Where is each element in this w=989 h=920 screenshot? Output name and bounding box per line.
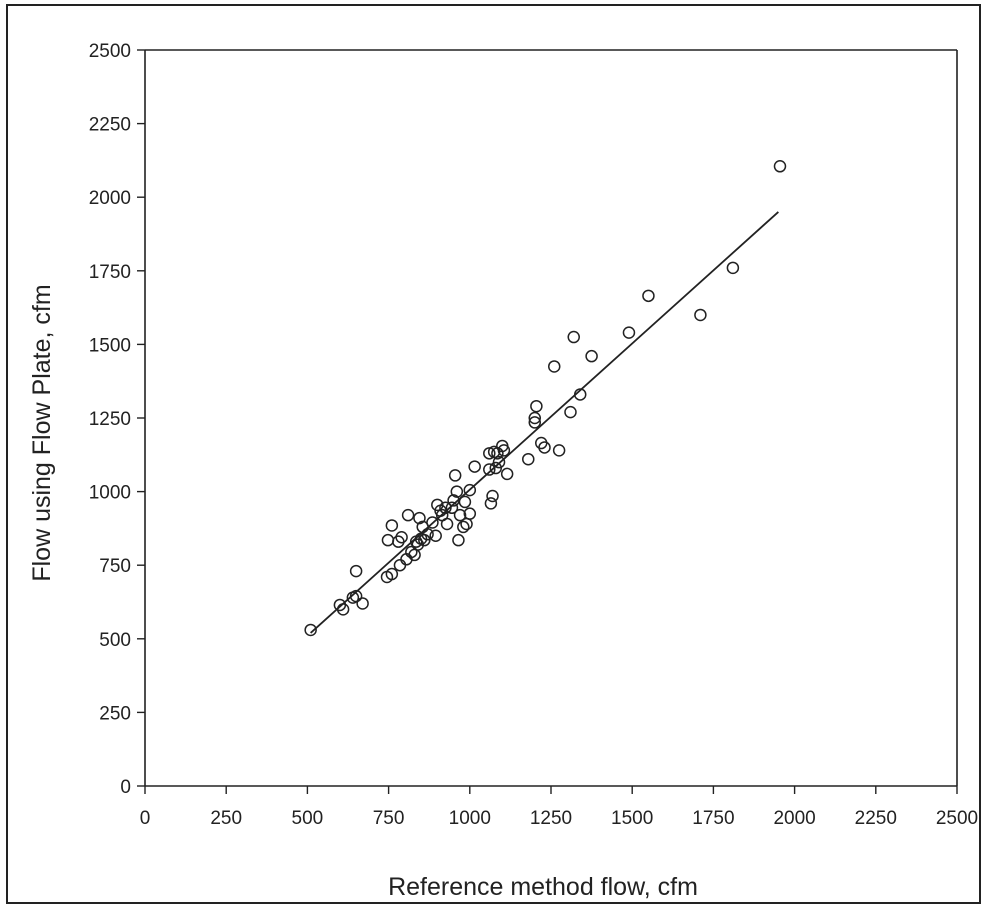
data-point bbox=[528, 416, 542, 429]
data-point bbox=[564, 405, 577, 419]
x-tick-label: 0 bbox=[140, 808, 151, 829]
data-point bbox=[336, 603, 350, 616]
data-point bbox=[530, 399, 543, 413]
x-tick-label: 1250 bbox=[530, 808, 572, 829]
x-tick-label: 2000 bbox=[773, 808, 815, 829]
data-point bbox=[585, 349, 598, 363]
data-point bbox=[356, 597, 369, 610]
y-tick-label: 0 bbox=[120, 777, 131, 798]
x-tick-label: 1500 bbox=[611, 808, 653, 829]
x-tick-label: 500 bbox=[292, 808, 324, 829]
x-tick-label: 2250 bbox=[855, 808, 897, 829]
plot-area bbox=[145, 50, 957, 786]
fit-layer bbox=[310, 211, 779, 634]
data-point bbox=[567, 330, 580, 344]
data-point bbox=[385, 567, 399, 581]
data-point bbox=[349, 564, 363, 578]
data-point bbox=[411, 538, 425, 551]
data-point bbox=[497, 444, 511, 457]
data-point bbox=[642, 289, 655, 303]
y-axis-title: Flow using Flow Plate, cfm bbox=[28, 284, 56, 581]
data-point bbox=[421, 528, 434, 541]
y-tick-label: 1750 bbox=[89, 262, 131, 283]
axes: 0 250 500 750 1000 1250 1500 1750 2000 2250 2500 0 2… bbox=[89, 41, 978, 829]
y-tick-label: 1000 bbox=[89, 483, 131, 504]
data-point bbox=[483, 463, 496, 476]
data-point bbox=[418, 533, 431, 547]
data-point bbox=[547, 360, 561, 373]
y-tick-label: 500 bbox=[99, 630, 131, 651]
data-point bbox=[413, 511, 426, 525]
y-tick-label: 250 bbox=[99, 703, 131, 724]
data-point bbox=[694, 308, 707, 322]
plot-background bbox=[145, 50, 957, 786]
y-tick-label: 2000 bbox=[89, 188, 131, 209]
data-point bbox=[401, 508, 415, 522]
x-tick-label: 1750 bbox=[692, 808, 734, 829]
data-point bbox=[304, 623, 317, 637]
data-point bbox=[483, 447, 496, 460]
data-point bbox=[395, 530, 408, 544]
data-point bbox=[528, 411, 542, 425]
data-point bbox=[457, 520, 470, 534]
y-tick-label: 2250 bbox=[89, 115, 131, 136]
data-point bbox=[500, 467, 514, 481]
data-point bbox=[453, 508, 467, 522]
data-point bbox=[486, 489, 499, 503]
data-point bbox=[448, 469, 462, 482]
data-point bbox=[385, 519, 399, 532]
data-point bbox=[452, 533, 465, 547]
data-point bbox=[522, 452, 535, 466]
y-tick-label: 1250 bbox=[89, 409, 131, 430]
data-point bbox=[538, 441, 551, 454]
data-point bbox=[622, 326, 636, 339]
data-point bbox=[349, 589, 363, 603]
x-tick-label: 2500 bbox=[936, 808, 978, 829]
figure-border bbox=[6, 4, 981, 904]
data-point bbox=[726, 261, 740, 275]
data-point bbox=[552, 444, 566, 457]
x-tick-label: 1000 bbox=[449, 808, 491, 829]
data-point bbox=[468, 460, 481, 473]
data-point bbox=[460, 517, 473, 531]
data-point bbox=[484, 497, 498, 510]
data-point bbox=[463, 483, 477, 497]
data-point bbox=[431, 498, 444, 512]
y-tick-label: 1500 bbox=[89, 335, 131, 356]
data-point bbox=[439, 501, 452, 515]
data-point bbox=[573, 388, 587, 401]
data-point bbox=[458, 495, 472, 509]
data-points bbox=[304, 160, 787, 637]
data-point bbox=[450, 485, 464, 498]
regression-line bbox=[310, 211, 779, 634]
x-tick-label: 750 bbox=[373, 808, 405, 829]
data-point bbox=[463, 507, 477, 520]
y-tick-label: 2500 bbox=[89, 41, 131, 62]
y-tick-label: 750 bbox=[99, 556, 131, 577]
data-point bbox=[773, 160, 787, 173]
data-point bbox=[440, 517, 454, 531]
data-point bbox=[445, 501, 459, 515]
data-point bbox=[381, 533, 395, 547]
data-point bbox=[429, 529, 442, 543]
data-point bbox=[405, 545, 418, 559]
data-point bbox=[492, 455, 506, 469]
data-point bbox=[489, 461, 503, 475]
x-tick-label: 250 bbox=[210, 808, 242, 829]
x-axis-title: Reference method flow, cfm bbox=[388, 873, 698, 901]
data-point bbox=[393, 558, 407, 572]
data-point bbox=[426, 516, 439, 529]
